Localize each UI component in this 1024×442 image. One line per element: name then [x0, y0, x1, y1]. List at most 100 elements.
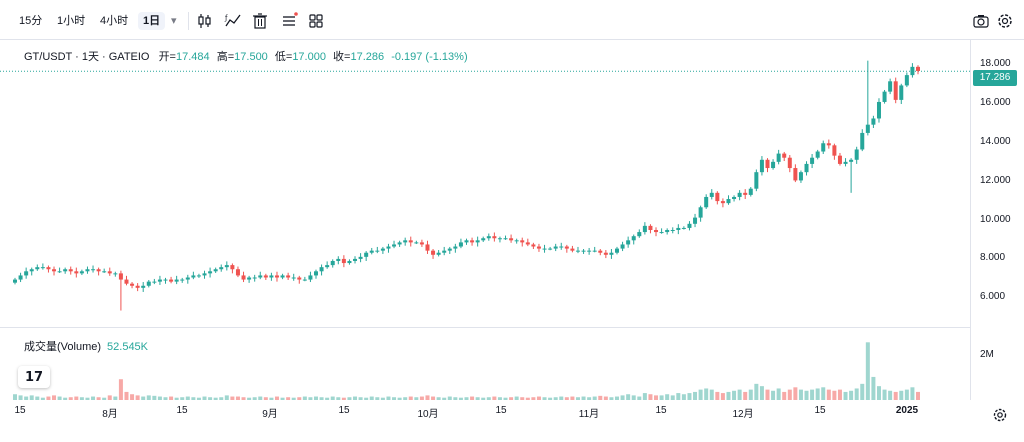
candle-body — [626, 240, 631, 245]
volume-bar — [748, 389, 753, 400]
volume-bar — [431, 396, 436, 400]
high-value: 17.500 — [234, 51, 268, 63]
volume-bar — [559, 396, 564, 400]
tradingview-logo[interactable]: 𝟭𝟳 — [18, 366, 50, 388]
settings-gear-icon[interactable] — [996, 12, 1014, 30]
candle-body — [325, 265, 330, 268]
candle-body — [810, 157, 815, 164]
volume-bar — [191, 397, 196, 400]
volume-bar — [196, 397, 201, 400]
close-label: 收= — [333, 51, 351, 63]
volume-bar — [765, 389, 770, 400]
candles-icon[interactable] — [196, 12, 214, 30]
candle-body — [369, 250, 374, 253]
candle-body — [397, 242, 402, 245]
volume-bar — [408, 396, 413, 400]
volume-bar — [514, 396, 519, 400]
low-value: 17.000 — [292, 51, 326, 63]
volume-bar — [269, 397, 274, 400]
candle-body — [118, 273, 123, 280]
candle-body — [347, 260, 352, 264]
trash-icon[interactable] — [251, 12, 269, 30]
volume-bar — [358, 397, 363, 400]
low-label: 低= — [274, 51, 293, 63]
volume-bar — [475, 397, 480, 400]
volume-bar — [670, 395, 675, 400]
candle-body — [782, 153, 787, 158]
candle-body — [341, 258, 346, 264]
volume-bar — [258, 396, 263, 400]
volume-bar — [810, 389, 815, 400]
timeframe-4h[interactable]: 4小时 — [100, 15, 129, 27]
volume-bar — [235, 396, 240, 400]
volume-bar — [302, 396, 307, 400]
volume-bar — [726, 391, 731, 400]
volume-bar — [497, 397, 502, 400]
candle-body — [24, 271, 29, 276]
timeframe-15m[interactable]: 15分 — [19, 15, 43, 27]
candle-body — [654, 230, 659, 233]
symbol-name[interactable]: GT/USDT · 1天 · GATEIO — [24, 51, 150, 63]
candle-body — [860, 132, 865, 150]
volume-bar — [642, 393, 647, 400]
volume-bar — [821, 387, 826, 400]
candle-body — [737, 192, 742, 197]
y-tick-label: 10.000 — [980, 214, 1011, 225]
candle-body — [771, 161, 776, 169]
volume-bar — [353, 396, 358, 400]
volume-bar — [414, 397, 419, 400]
volume-bar — [548, 397, 553, 400]
candle-body — [575, 250, 580, 252]
volume-bar — [442, 397, 447, 400]
timeframe-1d[interactable]: 1日 — [138, 12, 166, 30]
time-axis-settings-icon[interactable] — [992, 407, 1008, 423]
volume-bar — [341, 397, 346, 400]
volume-bar — [837, 389, 842, 400]
volume-bar — [419, 396, 424, 400]
volume-bar — [247, 397, 252, 400]
volume-bar — [425, 395, 430, 400]
volume-bar — [174, 397, 179, 400]
candle-body — [375, 250, 380, 252]
timeframe-1h[interactable]: 1小时 — [57, 15, 86, 27]
volume-bar — [274, 396, 279, 400]
volume-bar — [910, 387, 915, 400]
volume-bar — [375, 397, 380, 400]
candle-body — [548, 248, 553, 250]
candle-body — [353, 258, 358, 261]
camera-icon[interactable] — [972, 12, 990, 30]
volume-bar — [464, 397, 469, 400]
candle-body — [620, 244, 625, 249]
candle-body — [759, 159, 764, 173]
volume-bar — [849, 390, 854, 400]
volume-bar — [392, 397, 397, 400]
candle-body — [832, 145, 837, 156]
y-tick-label: 16.000 — [980, 97, 1011, 108]
candle-body — [464, 240, 469, 243]
candle-body — [35, 267, 40, 270]
layout-grid-icon[interactable] — [307, 12, 325, 30]
candle-body — [743, 192, 748, 195]
candle-body — [637, 232, 642, 237]
candle-body — [196, 275, 201, 277]
candle-body — [107, 271, 112, 274]
volume-label[interactable]: 成交量(Volume) — [24, 341, 102, 353]
indicators-icon[interactable]: ƒ — [224, 12, 242, 30]
candle-body — [241, 275, 246, 280]
candle-body — [152, 281, 157, 283]
x-tick-label: 15 — [176, 405, 188, 416]
volume-bar — [185, 396, 190, 400]
volume-bar — [146, 395, 151, 400]
volume-bar — [776, 388, 781, 400]
candle-body — [213, 269, 218, 272]
change-value: -0.197 (-1.13%) — [391, 51, 468, 63]
timeframe-dropdown-icon[interactable]: ▾ — [171, 15, 177, 27]
volume-bar — [169, 396, 174, 400]
candle-body — [180, 279, 185, 281]
volume-bar — [876, 386, 881, 400]
candle-body — [470, 240, 475, 243]
volume-bar — [447, 396, 452, 400]
toolbar-divider — [188, 12, 189, 30]
menu-icon[interactable] — [280, 12, 298, 30]
